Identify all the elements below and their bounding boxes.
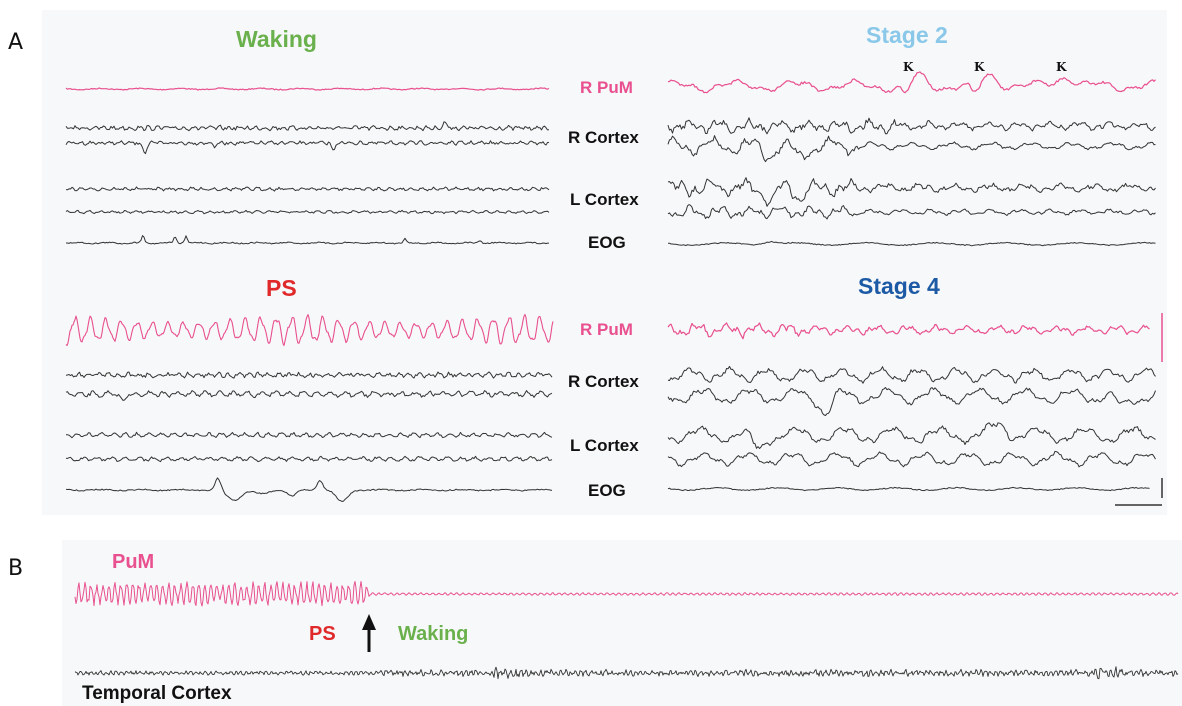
waking-r-cortex-trace-1 [66, 122, 549, 131]
stage4-title: Stage 4 [858, 273, 940, 300]
ps-label-b: PS [309, 623, 336, 646]
stage4-eog-trace [668, 487, 1150, 490]
waking-r-cortex-trace-2 [66, 141, 549, 154]
stage2-l-cortex-trace-2 [668, 205, 1156, 219]
panel-b-temporal-cortex-trace [75, 667, 1178, 679]
ps-title: PS [266, 275, 297, 302]
eog-label-top: EOG [588, 233, 626, 253]
r-pum-label-bottom: R PuM [580, 320, 633, 340]
ps-r-cortex-trace-2 [66, 391, 552, 401]
temporal-cortex-label: Temporal Cortex [82, 683, 232, 705]
stage2-l-cortex-trace-1 [668, 178, 1156, 207]
r-cortex-label-top: R Cortex [568, 128, 639, 148]
ps-l-cortex-trace-2 [66, 456, 552, 461]
pum-label: PuM [112, 551, 154, 574]
stage4-l-cortex-trace-2 [668, 451, 1156, 467]
l-cortex-label-top: L Cortex [570, 190, 639, 210]
ps-r-pum-trace [66, 315, 553, 346]
waking-label-b: Waking [398, 623, 468, 646]
stage2-r-pum-trace [668, 72, 1156, 93]
k-complex-marker-1: K [903, 60, 913, 74]
waking-l-cortex-trace-2 [66, 210, 549, 213]
stage2-title: Stage 2 [866, 22, 948, 49]
stage2-r-cortex-trace-1 [668, 118, 1156, 134]
panel-a-letter: A [8, 30, 23, 55]
ps-r-cortex-trace-1 [66, 372, 552, 378]
k-complex-marker-3: K [1056, 60, 1066, 74]
waking-l-cortex-trace-1 [66, 187, 549, 191]
arrow-up-icon [362, 614, 376, 630]
eog-label-bottom: EOG [588, 481, 626, 501]
waking-title: Waking [236, 26, 317, 53]
stage4-r-cortex-trace-2 [668, 388, 1156, 416]
panel-b-pum-trace [75, 582, 1178, 607]
l-cortex-label-bottom: L Cortex [570, 436, 639, 456]
k-complex-marker-2: K [974, 60, 984, 74]
stage4-r-cortex-trace-1 [668, 366, 1156, 383]
ps-l-cortex-trace-1 [66, 432, 552, 437]
stage2-r-cortex-trace-2 [668, 136, 1156, 162]
panel-b-letter: B [8, 556, 23, 581]
waking-r-pum-trace [66, 88, 549, 90]
ps-eog-trace [66, 478, 552, 502]
waking-eog-trace [66, 236, 549, 245]
stage4-r-pum-trace [668, 323, 1150, 339]
stage4-l-cortex-trace-1 [668, 423, 1156, 449]
r-cortex-label-bottom: R Cortex [568, 372, 639, 392]
stage2-eog-trace [668, 241, 1156, 245]
r-pum-label-top: R PuM [580, 78, 633, 98]
